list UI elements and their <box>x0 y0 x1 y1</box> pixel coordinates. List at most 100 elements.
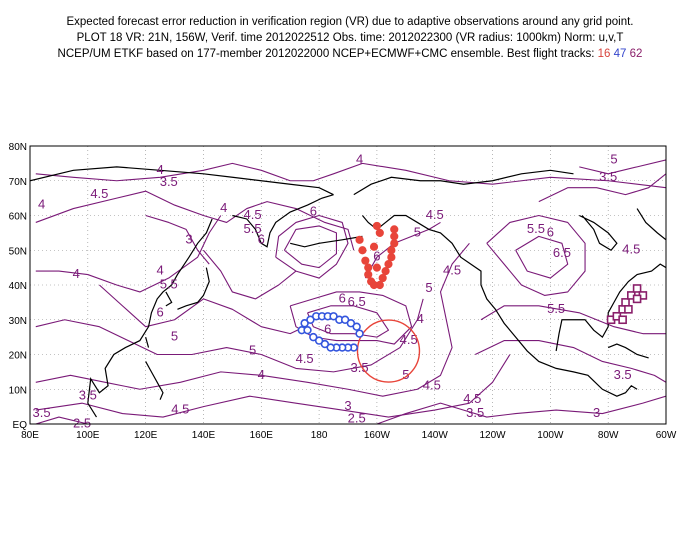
contour-label: 5 <box>610 151 617 166</box>
contour-label: 5 <box>249 343 256 358</box>
contour-label: 5 <box>171 329 178 344</box>
contour-line <box>35 162 666 189</box>
contour-labels: 43.54.54 434.55.564 45.5644.5564.5544.554.… <box>33 151 641 430</box>
track-16-marker <box>387 253 396 262</box>
verification-circle <box>356 319 421 383</box>
lat-label: 40N <box>9 281 27 292</box>
contour-line <box>35 298 424 373</box>
contour-label: 6 <box>258 231 265 246</box>
contour-label: 4.5 <box>244 207 262 222</box>
contour-line <box>35 416 88 424</box>
contour-label: 3.5 <box>160 174 178 189</box>
contour-label: 6 <box>310 204 317 219</box>
contour-label: 4 <box>156 162 163 177</box>
contour-label: 6 <box>156 304 163 319</box>
track-62-label: 62 <box>629 48 643 60</box>
contour-label: 3 <box>593 405 600 420</box>
title-line-2: PLOT 18 VR: 21N, 156W, Verif. time 20120… <box>76 32 624 44</box>
lat-label: 20N <box>9 351 27 362</box>
track-62-marker <box>621 298 630 307</box>
contour-label: 3.5 <box>614 367 632 382</box>
contour-label: 4 <box>417 311 424 326</box>
track-47-marker <box>346 319 356 328</box>
contour-layer <box>30 159 666 424</box>
coastline <box>145 361 164 400</box>
contour-label: 4 <box>258 367 265 382</box>
contour-line <box>35 190 355 251</box>
contour-line <box>35 354 511 418</box>
track-16-marker <box>390 225 399 234</box>
track-16-marker <box>364 263 373 272</box>
flight-tracks <box>297 221 648 352</box>
lat-label: 80N <box>9 142 27 153</box>
contour-label: 6.5 <box>553 245 571 260</box>
track-47-marker <box>326 343 335 352</box>
contour-line <box>579 159 666 175</box>
contour-label: 6.5 <box>348 294 366 309</box>
contour-label: 5.5 <box>547 301 565 316</box>
contour-label: 3.5 <box>599 169 617 184</box>
contour-label: 6 <box>324 322 331 337</box>
contour-label: 6 <box>339 290 346 305</box>
contour-label: 5 <box>425 280 432 295</box>
lon-label: 180 <box>311 430 328 441</box>
track-47-marker <box>303 325 312 335</box>
contour-label: 5.5 <box>244 221 262 236</box>
contour-label: 5 <box>414 224 421 239</box>
contour-line <box>283 225 337 269</box>
map-frame-bg <box>30 146 666 424</box>
track-16-marker <box>390 239 399 248</box>
track-16-marker <box>387 246 396 255</box>
coastline <box>145 336 150 348</box>
contour-line <box>35 215 222 293</box>
track-16-marker <box>384 260 393 269</box>
track-16-marker <box>358 246 367 255</box>
contour-line <box>275 214 349 279</box>
contour-label: 3 <box>185 231 192 246</box>
track-62-marker <box>618 315 627 325</box>
coastline <box>177 267 210 310</box>
contour-line <box>474 340 666 383</box>
track-47-marker <box>306 315 315 324</box>
contour-label: 4.5 <box>443 263 461 278</box>
lon-label: 140E <box>192 430 216 441</box>
lat-label: EQ <box>13 420 28 431</box>
track-16-marker <box>369 242 379 251</box>
contour-line <box>35 242 470 397</box>
track-16-marker <box>372 221 382 231</box>
contour-label: 2.5 <box>73 415 91 430</box>
contour-label: 3.5 <box>79 388 97 403</box>
contour-label: 5.5 <box>527 221 545 236</box>
track-16-marker <box>372 263 382 272</box>
contour-label: 2.5 <box>348 410 366 425</box>
track-16-marker <box>355 235 364 244</box>
track-47-marker <box>329 312 338 321</box>
contour-label: 3.5 <box>33 405 51 420</box>
track-62-marker <box>632 294 642 304</box>
coastline <box>165 291 173 307</box>
track-47-marker <box>314 336 324 345</box>
track-47-marker <box>340 315 350 324</box>
contour-label: 4 <box>38 197 45 212</box>
track-62-marker <box>632 284 642 293</box>
contour-label: 4 <box>220 200 227 215</box>
contour-label: 5.5 <box>160 276 178 291</box>
lon-label: 120E <box>134 430 158 441</box>
lon-label: 100E <box>76 430 100 441</box>
contour-line <box>99 284 305 335</box>
contour-label: 4.5 <box>622 242 640 257</box>
coastline <box>87 218 213 418</box>
contour-label: 4.5 <box>296 351 314 366</box>
contour-label: 4.5 <box>423 377 441 392</box>
lat-label: 50N <box>9 246 27 257</box>
contour-label: 3.5 <box>466 405 484 420</box>
title-block: Expected forecast error reduction in ver… <box>0 14 700 62</box>
latitude-labels: EQ 10N 20N 30N 40N 50N 60N 70N 80N <box>9 142 28 431</box>
track-47-marker <box>355 329 364 338</box>
lat-label: 60N <box>9 212 27 223</box>
contour-line <box>486 214 586 296</box>
contour-line <box>145 214 210 265</box>
track-16-marker <box>364 270 373 279</box>
lon-label: 160W <box>364 430 391 441</box>
